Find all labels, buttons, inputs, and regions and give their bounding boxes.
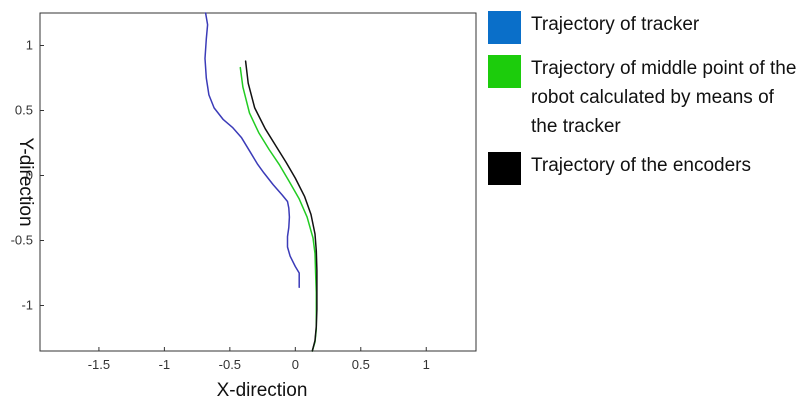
legend-item-middle-point: Trajectory of middle point of the robot … <box>488 54 798 141</box>
x-tick-label: -0.5 <box>219 357 241 372</box>
x-tick-label: -1.5 <box>88 357 110 372</box>
legend-label-middle-point: Trajectory of middle point of the robot … <box>531 58 797 137</box>
legend-item-encoders: Trajectory of the encoders <box>488 151 798 185</box>
series-line-encoders <box>244 60 318 352</box>
y-tick-label: 0.5 <box>15 103 33 118</box>
series-line-middle-point <box>239 66 318 352</box>
y-tick-label: 1 <box>26 38 33 53</box>
y-tick-label: -0.5 <box>11 233 33 248</box>
x-tick-label: 0.5 <box>352 357 370 372</box>
y-axis-label: Y-direction <box>15 137 36 226</box>
x-axis-ticks: -1.5 -1 -0.5 0 0.5 1 <box>88 347 430 372</box>
legend-label-encoders: Trajectory of the encoders <box>531 155 752 176</box>
y-tick-label: -1 <box>21 298 33 313</box>
x-tick-label: 1 <box>423 357 430 372</box>
legend-swatch-encoders <box>488 152 521 185</box>
legend: Trajectory of tracker Trajectory of midd… <box>488 10 798 195</box>
series-lines <box>204 12 318 352</box>
legend-swatch-tracker <box>488 11 521 44</box>
x-axis-label: X-direction <box>217 380 308 401</box>
x-tick-label: -1 <box>159 357 171 372</box>
x-tick-label: 0 <box>292 357 299 372</box>
series-line-tracker <box>204 12 300 289</box>
legend-label-tracker: Trajectory of tracker <box>531 14 700 35</box>
legend-swatch-middle-point <box>488 55 521 88</box>
plot-area-frame <box>39 12 477 352</box>
y-axis-ticks: -1 -0.5 0 0.5 1 <box>11 38 44 313</box>
y-tick-label: 0 <box>26 168 33 183</box>
legend-item-tracker: Trajectory of tracker <box>488 10 798 44</box>
